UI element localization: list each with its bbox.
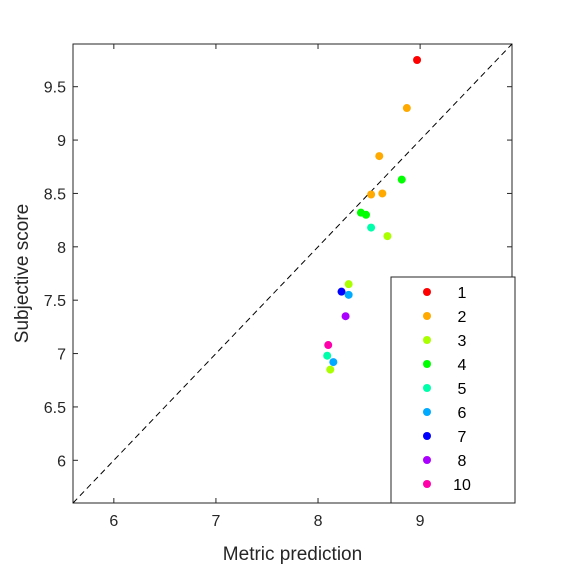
x-tick-label: 6 [109,513,118,530]
x-tick-label: 8 [314,513,323,530]
data-point-series-6 [344,290,353,299]
data-point-series-3 [383,232,392,241]
data-point-series-2 [375,152,384,161]
legend-label-10: 10 [453,477,471,494]
legend-label-3: 3 [458,333,467,350]
legend-marker-6 [423,408,431,416]
data-points [323,56,422,374]
legend-marker-8 [423,456,431,464]
y-axis-label: Subjective score [12,204,33,343]
data-point-series-10 [324,341,333,350]
legend-label-8: 8 [458,453,467,470]
y-axis-ticks: 6 6.5 7 7.5 8 8.5 9 9.5 [44,80,512,470]
data-point-series-2 [402,104,411,113]
legend-marker-5 [423,384,431,392]
x-axis-ticks: 6 7 8 9 [109,44,425,530]
data-point-series-4 [397,175,406,184]
legend-marker-3 [423,336,431,344]
legend-label-4: 4 [458,357,467,374]
y-tick-label: 9.5 [44,80,66,97]
legend-label-6: 6 [458,405,467,422]
legend-marker-7 [423,432,431,440]
y-tick-label: 9 [57,133,66,150]
data-point-series-8 [341,312,350,321]
legend-marker-1 [423,288,431,296]
x-tick-label: 9 [416,513,425,530]
legend-label-5: 5 [458,381,467,398]
data-point-series-1 [413,56,422,65]
data-point-series-3 [344,280,353,289]
data-point-series-7 [337,287,346,296]
y-tick-label: 6 [57,453,66,470]
x-tick-label: 7 [211,513,220,530]
legend-marker-2 [423,312,431,320]
data-point-series-2 [367,190,376,199]
legend-box [390,276,516,504]
identity-reference-line [72,43,513,504]
legend-marker-4 [423,360,431,368]
legend-marker-10 [423,480,431,488]
data-point-series-4 [362,210,371,219]
data-point-series-2 [378,189,387,198]
data-point-series-6 [329,358,338,367]
legend-label-7: 7 [458,429,467,446]
x-axis-label: Metric prediction [223,544,362,565]
y-tick-label: 8.5 [44,186,66,203]
legend-label-1: 1 [458,285,467,302]
y-tick-label: 7 [57,347,66,364]
y-tick-label: 8 [57,240,66,257]
legend: 1 2 3 4 5 6 7 8 10 [390,276,516,504]
legend-label-2: 2 [458,309,467,326]
data-point-series-3 [326,365,335,374]
y-tick-label: 7.5 [44,293,66,310]
y-tick-label: 6.5 [44,400,66,417]
data-point-series-5 [367,223,376,232]
data-point-series-5 [323,351,332,360]
